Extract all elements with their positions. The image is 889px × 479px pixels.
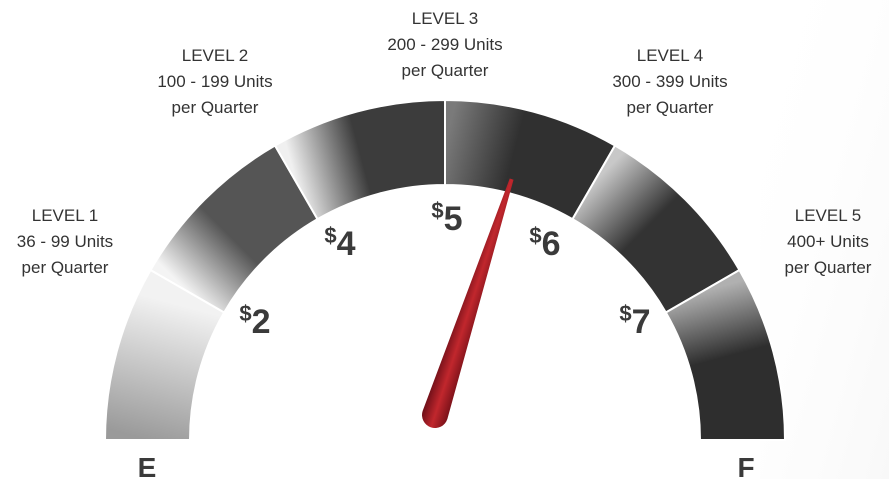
- price-amount: 4: [337, 225, 356, 263]
- level-range: 36 - 99 Units: [17, 232, 113, 251]
- price-label: $7: [619, 301, 650, 341]
- currency-symbol: $: [529, 223, 541, 248]
- price-amount: 5: [444, 200, 463, 238]
- needle: [422, 178, 514, 428]
- price-amount: 7: [632, 303, 651, 341]
- full-label: F: [737, 452, 754, 479]
- empty-label: E: [138, 452, 157, 479]
- price-label: $4: [324, 223, 355, 263]
- level-period: per Quarter: [22, 258, 109, 277]
- level-period: per Quarter: [785, 258, 872, 277]
- price-label: $6: [529, 223, 560, 263]
- currency-symbol: $: [431, 198, 443, 223]
- level-period: per Quarter: [627, 98, 714, 117]
- price-label: $5: [431, 198, 462, 238]
- needle-body: [422, 178, 514, 428]
- level-title: LEVEL 5: [795, 206, 861, 225]
- needle-shape: [422, 178, 514, 428]
- level-range: 400+ Units: [787, 232, 869, 251]
- level-range: 300 - 399 Units: [612, 72, 727, 91]
- gauge-arc: [103, 98, 787, 441]
- labels: LEVEL 1 36 - 99 Units per Quarter LEVEL 2 10…: [17, 9, 872, 479]
- currency-symbol: $: [324, 223, 336, 248]
- level-title: LEVEL 3: [412, 9, 478, 28]
- price-amount: 6: [542, 225, 561, 263]
- level-period: per Quarter: [402, 61, 489, 80]
- level-title: LEVEL 1: [32, 206, 98, 225]
- gauge-segment: [664, 268, 787, 441]
- level-title: LEVEL 2: [182, 46, 248, 65]
- currency-symbol: $: [619, 301, 631, 326]
- level-period: per Quarter: [172, 98, 259, 117]
- level-range: 200 - 299 Units: [387, 35, 502, 54]
- price-label: $2: [239, 301, 270, 341]
- level-range: 100 - 199 Units: [157, 72, 272, 91]
- currency-symbol: $: [239, 301, 251, 326]
- level-title: LEVEL 4: [637, 46, 703, 65]
- price-amount: 2: [252, 303, 271, 341]
